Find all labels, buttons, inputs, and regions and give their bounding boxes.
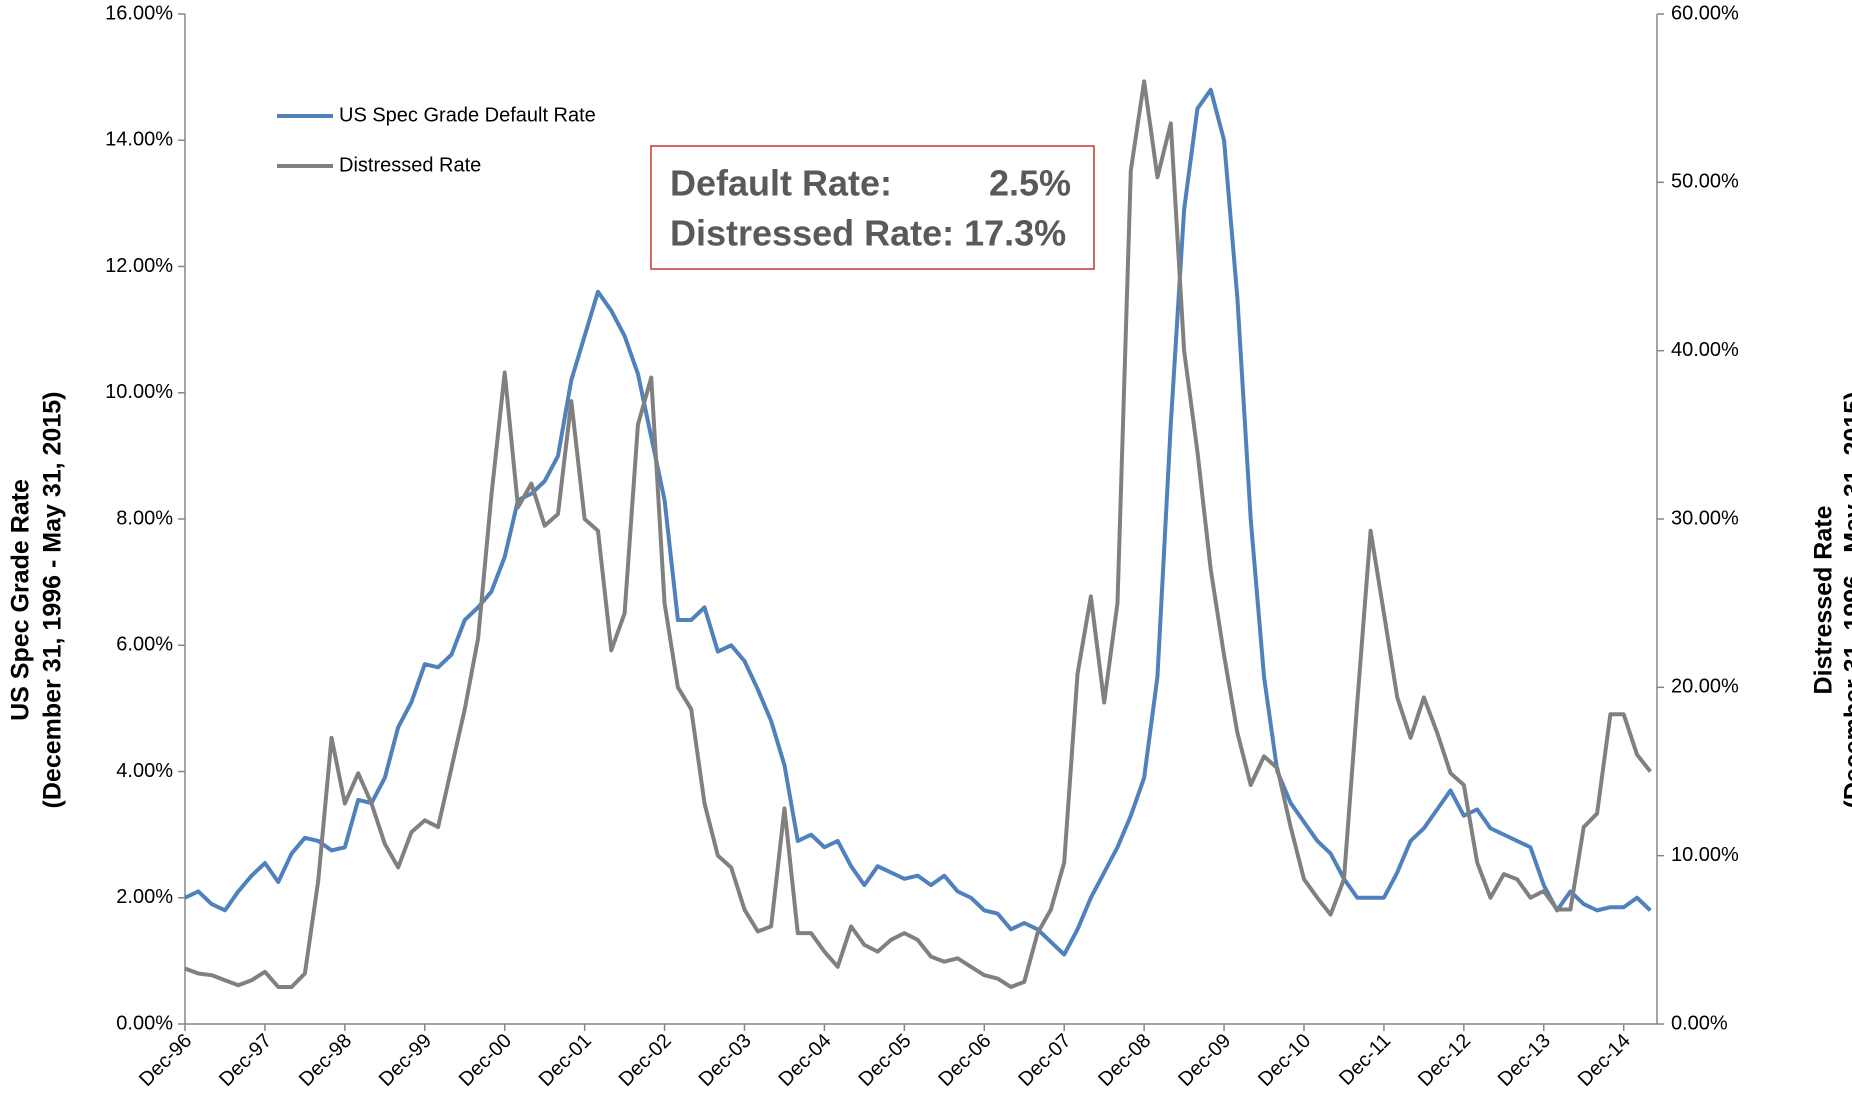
annotation: Distressed Rate: 17.3%: [670, 213, 1066, 254]
y2-tick-label: 20.00%: [1671, 676, 1739, 698]
y-tick-label: 6.00%: [116, 634, 173, 656]
y-tick-label: 10.00%: [105, 381, 173, 403]
x-tick-label: Dec-00: [455, 1030, 516, 1091]
y2-tick-label: 40.00%: [1671, 339, 1739, 361]
y2-tick-label: 0.00%: [1671, 1012, 1728, 1034]
y-tick-label: 12.00%: [105, 255, 173, 277]
y2-axis-title: (December 31, 1996 - May 31, 2015): [1840, 392, 1852, 809]
y2-tick-label: 30.00%: [1671, 507, 1739, 529]
legend-label: Distressed Rate: [339, 154, 481, 176]
x-tick-label: Dec-13: [1494, 1030, 1555, 1091]
x-tick-label: Dec-10: [1254, 1030, 1315, 1091]
x-tick-label: Dec-96: [135, 1030, 196, 1091]
x-tick-label: Dec-09: [1174, 1030, 1235, 1091]
x-tick-label: Dec-12: [1414, 1030, 1475, 1091]
annotation: Default Rate:: [670, 163, 892, 204]
series-line: [184, 79, 1652, 989]
y-tick-label: 8.00%: [116, 507, 173, 529]
y-axis-title: (December 31, 1996 - May 31, 2015): [39, 392, 67, 809]
series-line: [184, 87, 1652, 957]
annotation: 2.5%: [989, 163, 1071, 204]
y-tick-label: 16.00%: [105, 2, 173, 24]
x-tick-label: Dec-02: [615, 1030, 676, 1091]
x-tick-label: Dec-14: [1574, 1030, 1635, 1091]
x-tick-label: Dec-98: [295, 1030, 356, 1091]
y2-tick-label: 60.00%: [1671, 2, 1739, 24]
y2-tick-label: 10.00%: [1671, 844, 1739, 866]
y2-axis-title: Distressed Rate: [1810, 505, 1838, 694]
y-tick-label: 14.00%: [105, 129, 173, 151]
x-tick-label: Dec-04: [775, 1030, 836, 1091]
x-tick-label: Dec-99: [375, 1030, 436, 1091]
y-tick-label: 0.00%: [116, 1012, 173, 1034]
legend-label: US Spec Grade Default Rate: [339, 104, 596, 126]
y-axis-title: US Spec Grade Rate: [7, 479, 35, 721]
x-tick-label: Dec-97: [215, 1030, 276, 1091]
x-tick-label: Dec-05: [854, 1030, 915, 1091]
x-tick-label: Dec-07: [1014, 1030, 1075, 1091]
annotation-box: [650, 145, 1095, 270]
x-tick-label: Dec-03: [695, 1030, 756, 1091]
y-tick-label: 2.00%: [116, 886, 173, 908]
x-tick-label: Dec-06: [934, 1030, 995, 1091]
x-tick-label: Dec-11: [1335, 1030, 1395, 1090]
y2-tick-label: 50.00%: [1671, 171, 1739, 193]
y-tick-label: 4.00%: [116, 760, 173, 782]
x-tick-label: Dec-08: [1094, 1030, 1155, 1091]
x-tick-label: Dec-01: [535, 1030, 596, 1091]
